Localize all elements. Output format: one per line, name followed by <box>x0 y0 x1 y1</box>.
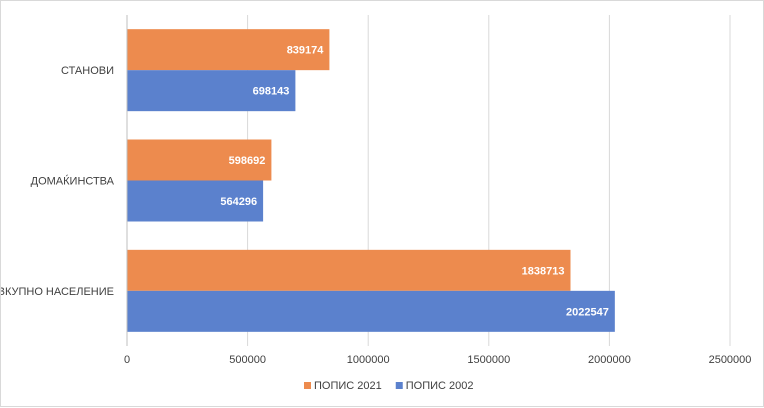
category-label: СТАНОВИ <box>61 65 114 77</box>
bar <box>127 70 296 112</box>
data-label: 698143 <box>253 86 290 98</box>
data-label: 1838713 <box>522 265 565 277</box>
x-tick-label: 1500000 <box>467 354 510 366</box>
x-tick-label: 500000 <box>229 354 266 366</box>
data-label: 598692 <box>229 155 266 167</box>
x-tick-label: 1000000 <box>347 354 390 366</box>
x-tick-label: 2000000 <box>588 354 631 366</box>
legend-swatch <box>395 382 403 389</box>
legend: ПОПИС 2021 ПОПИС 2002 <box>304 380 474 392</box>
bars: 839174 698143 598692 564296 1838713 2022547 <box>127 29 615 332</box>
x-tick-label: 2500000 <box>709 354 752 366</box>
bar <box>127 249 571 291</box>
x-tick-label: 0 <box>124 354 130 366</box>
bar <box>127 29 330 71</box>
legend-label: ПОПИС 2021 <box>314 380 382 392</box>
category-label: ДОМАЌИНСТВА <box>31 175 115 188</box>
bar <box>127 180 264 222</box>
legend-label: ПОПИС 2002 <box>406 380 474 392</box>
data-label: 2022547 <box>566 306 609 318</box>
bar <box>127 290 615 332</box>
axes: 0 500000 1000000 1500000 2000000 2500000 СТАНО… <box>1 15 751 366</box>
data-label: 839174 <box>287 45 325 57</box>
category-label: ВКУПНО НАСЕЛЕНИЕ <box>1 286 114 298</box>
legend-swatch <box>304 382 311 389</box>
bar <box>127 139 272 181</box>
data-label: 564296 <box>220 196 257 208</box>
